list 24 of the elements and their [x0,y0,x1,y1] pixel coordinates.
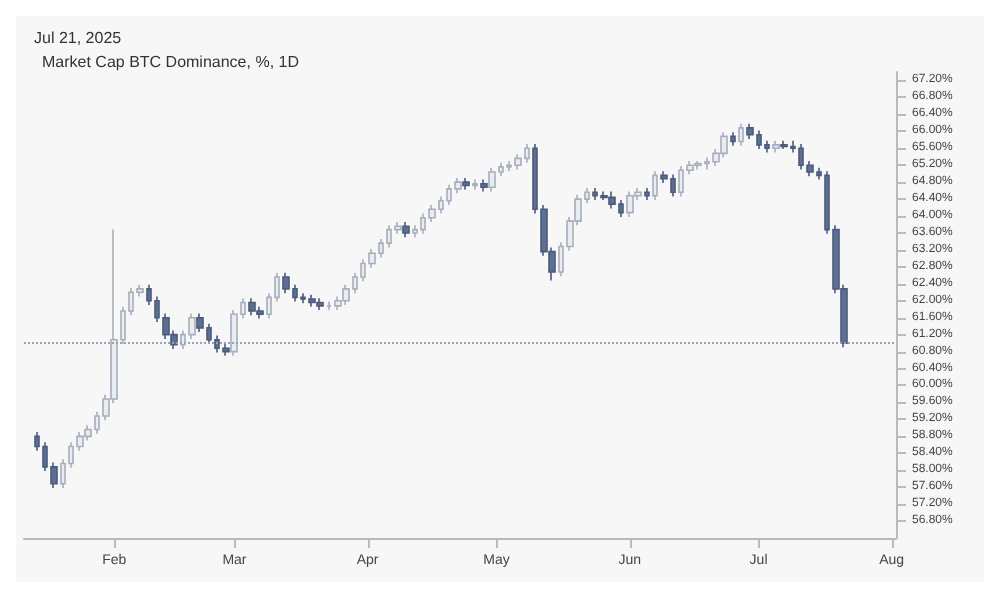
candlestick [248,297,256,316]
candlestick [720,131,728,159]
candlestick [222,343,230,357]
candlestick [308,294,316,308]
candlestick [472,178,478,191]
candlestick [282,272,290,294]
candlestick [780,139,788,150]
candlestick [694,160,702,171]
chart-subtitle: Jul 21, 2025 [34,29,123,47]
candlestick [730,131,736,147]
candlestick [462,177,470,191]
candlestick [644,187,650,201]
candlestick [316,297,324,311]
candlestick [626,190,634,218]
candlestick [480,178,488,193]
candlestick [652,170,658,201]
candlestick [738,122,744,147]
candlestick [402,221,410,239]
candlestick [600,190,608,201]
candlestick [256,305,264,320]
candlestick [488,166,496,193]
candlestick [772,139,780,154]
candlestick [608,190,616,210]
chart-title: Market Cap BTC Dominance, %, 1D [42,53,300,71]
